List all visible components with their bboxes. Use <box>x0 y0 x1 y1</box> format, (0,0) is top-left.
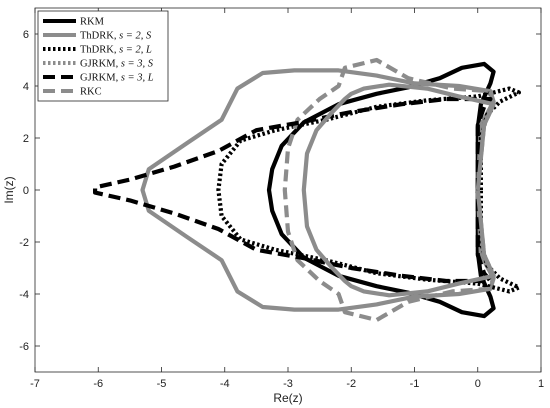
x-axis-label: Re(z) <box>273 391 302 405</box>
legend-label-set: S <box>146 31 152 42</box>
legend-label-set: S <box>148 59 154 70</box>
legend-label-stages: s = 2, <box>119 31 146 42</box>
series-group <box>93 57 521 323</box>
y-tick-label: -4 <box>19 289 29 301</box>
x-tick-label: -2 <box>346 378 356 390</box>
legend-label: RKM <box>80 17 105 28</box>
x-tick-label: -4 <box>220 378 230 390</box>
series-5-line <box>301 82 496 298</box>
legend-label-stages: s = 3, <box>121 73 148 84</box>
x-tick-label: 0 <box>475 378 481 390</box>
legend-label-name: ThDRK, <box>80 31 119 42</box>
y-axis-label: Im(z) <box>2 176 16 203</box>
y-tick-label: -6 <box>19 341 29 353</box>
y-tick-label: -2 <box>19 237 29 249</box>
x-tick-label: -1 <box>410 378 420 390</box>
legend-label: RKC <box>80 87 102 98</box>
y-tick-label: 6 <box>23 29 29 41</box>
legend-label-stages: s = 2, <box>119 45 146 56</box>
series-3-line <box>282 57 496 323</box>
legend-label-name: ThDRK, <box>80 45 119 56</box>
legend-label: GJRKM, s = 3, L <box>80 73 154 84</box>
y-tick-label: 2 <box>23 133 29 145</box>
legend-label-name: RKM <box>80 17 105 28</box>
legend-label-set: L <box>147 73 154 84</box>
legend-label-name: GJRKM, <box>80 59 121 70</box>
y-tick-label: 0 <box>23 185 29 197</box>
x-tick-label: -7 <box>30 378 40 390</box>
legend-label: GJRKM, s = 3, S <box>80 59 154 70</box>
legend-label-name: RKC <box>80 87 102 98</box>
series-4-line <box>93 96 493 284</box>
series-2-line <box>216 86 521 294</box>
legend-label: ThDRK, s = 2, L <box>80 45 152 56</box>
legend-label-name: GJRKM, <box>80 73 121 84</box>
x-tick-label: 1 <box>538 378 544 390</box>
legend-label-stages: s = 3, <box>121 59 148 70</box>
y-tick-label: 4 <box>23 81 29 93</box>
x-tick-label: -5 <box>157 378 167 390</box>
legend-label-set: L <box>145 45 152 56</box>
legend-label: ThDRK, s = 2, S <box>80 31 152 42</box>
x-tick-label: -3 <box>283 378 293 390</box>
x-tick-label: -6 <box>93 378 103 390</box>
legend-box <box>37 10 169 102</box>
series-0-line <box>266 61 496 319</box>
